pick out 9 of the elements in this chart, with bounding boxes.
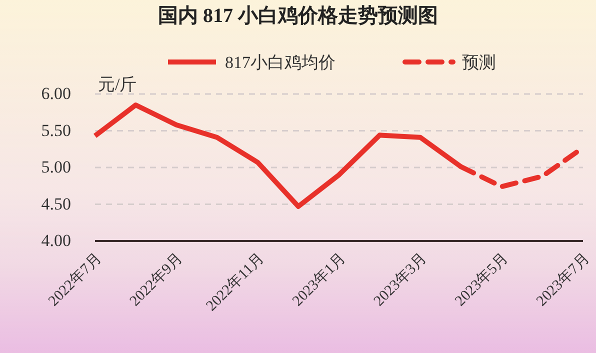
ytick: 5.50 <box>41 120 71 140</box>
ytick: 5.00 <box>41 158 71 176</box>
ytick: 4.50 <box>41 194 71 214</box>
title: 国内 817 小白鸡价格走势预测图 <box>158 5 438 27</box>
ytick: 4.00 <box>41 231 71 250</box>
ylabel: 元/斤 <box>98 75 137 94</box>
ytick: 6.00 <box>41 84 71 103</box>
legend-label: 817小白鸡均价 <box>225 53 336 72</box>
legend-label: 预测 <box>462 53 496 72</box>
